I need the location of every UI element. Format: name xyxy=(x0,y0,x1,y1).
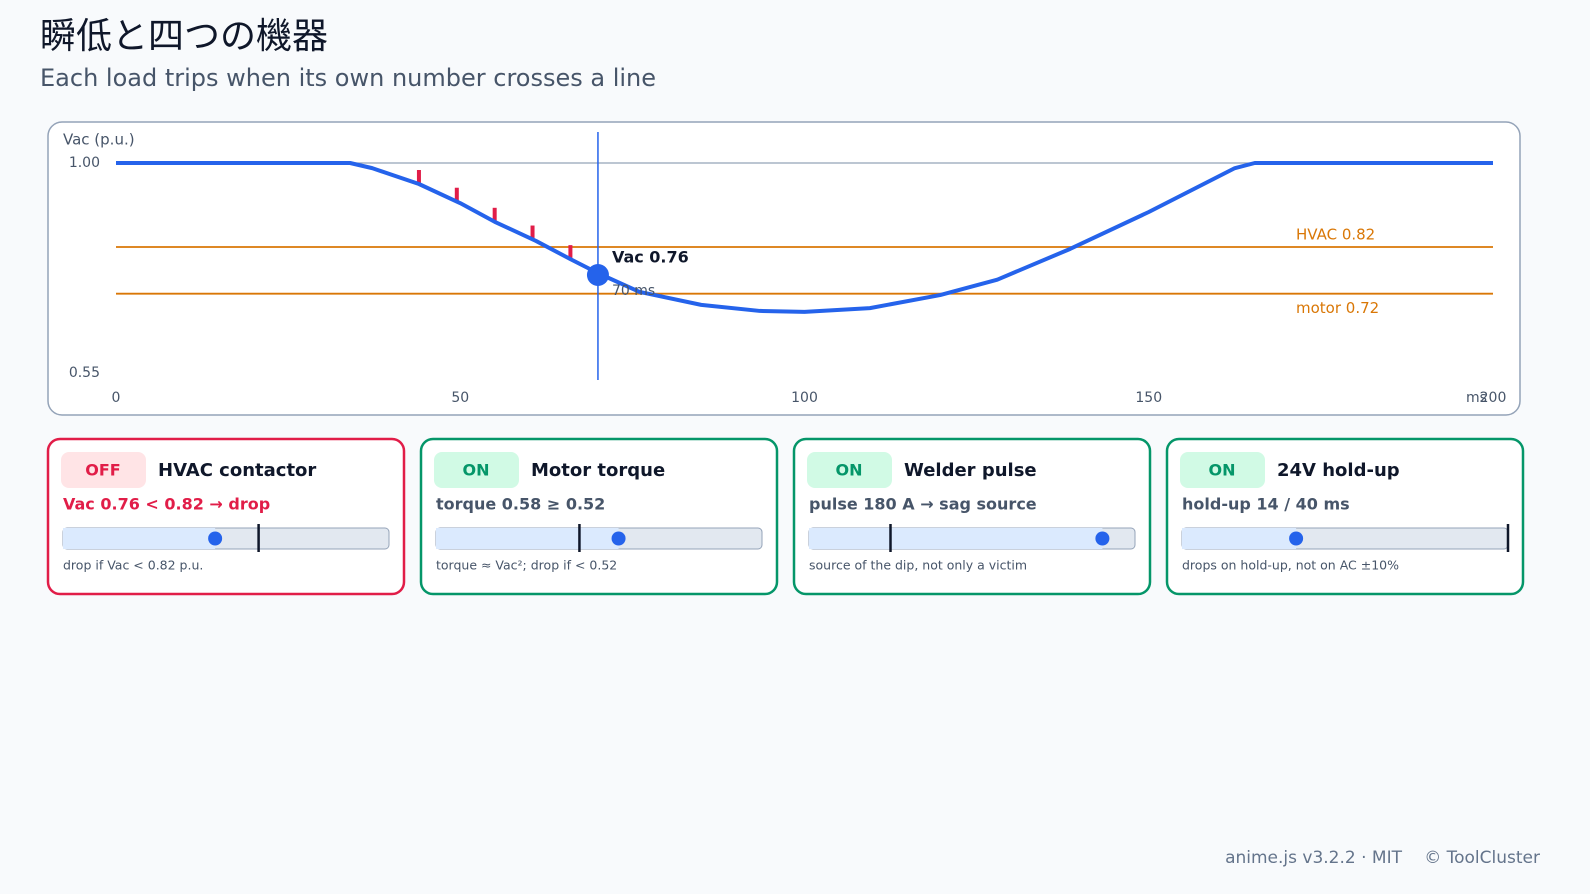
card-name: Welder pulse xyxy=(904,460,1037,481)
card-name: HVAC contactor xyxy=(158,460,316,481)
status: ON xyxy=(1209,461,1236,480)
threshold-label: HVAC 0.82 xyxy=(1296,226,1375,244)
readout: torque 0.58 ≥ 0.52 xyxy=(436,495,605,514)
chart-panel xyxy=(47,121,1521,416)
meter-fill xyxy=(436,528,619,549)
readout: hold-up 14 / 40 ms xyxy=(1182,495,1350,514)
cursor-x-label: 70 ms xyxy=(612,283,655,299)
footer-library: anime.js v3.2.2 · MIT xyxy=(1225,848,1403,868)
subtitle: Each load trips when its own number cros… xyxy=(40,64,656,92)
cursor-point xyxy=(586,264,609,286)
x-tick-label: 100 xyxy=(791,390,818,406)
readout: Vac 0.76 < 0.82 → drop xyxy=(63,495,270,514)
card-name: Motor torque xyxy=(531,460,665,481)
trip-sample xyxy=(530,225,535,240)
card-name: 24V hold-up xyxy=(1277,460,1400,481)
footer-credit: © ToolCluster xyxy=(1424,848,1540,868)
voltage-curve xyxy=(116,161,1493,314)
x-unit: ms xyxy=(1466,390,1487,406)
y-tick-label: 1.00 xyxy=(69,155,100,171)
trip-sample xyxy=(568,245,573,260)
readout: pulse 180 A → sag source xyxy=(809,495,1037,514)
meter-fill xyxy=(63,528,216,549)
status-badge xyxy=(61,452,146,488)
x-tick-label: 150 xyxy=(1135,390,1162,406)
title: 瞬低と四つの機器 xyxy=(40,16,328,57)
trip-sample xyxy=(416,170,421,184)
trip-sample xyxy=(492,207,497,222)
threshold-label: motor 0.72 xyxy=(1296,299,1379,317)
x-tick-label: 0 xyxy=(112,390,121,406)
y-axis-label: Vac (p.u.) xyxy=(63,131,135,149)
meter-marker xyxy=(1289,531,1304,546)
status: OFF xyxy=(85,461,120,480)
meter-fill xyxy=(1182,528,1297,549)
card-note: drops on hold-up, not on AC ±10% xyxy=(1182,558,1399,573)
x-tick-label: 200 xyxy=(1480,390,1507,406)
y-tick-label: 0.55 xyxy=(69,365,100,381)
meter-fill xyxy=(809,528,1103,549)
meter-marker xyxy=(208,531,223,546)
meter-marker xyxy=(1095,531,1110,546)
meter-marker xyxy=(611,531,626,546)
status: ON xyxy=(836,461,863,480)
x-tick-label: 50 xyxy=(451,390,469,406)
card-note: torque ≈ Vac²; drop if < 0.52 xyxy=(436,558,617,573)
cursor-label: Vac 0.76 xyxy=(612,248,689,267)
card-note: drop if Vac < 0.82 p.u. xyxy=(63,558,203,573)
status-badge xyxy=(434,452,519,488)
trip-sample xyxy=(454,187,459,202)
status-badge xyxy=(1180,452,1265,488)
card-note: source of the dip, not only a victim xyxy=(809,558,1027,573)
status: ON xyxy=(463,461,490,480)
status-badge xyxy=(807,452,892,488)
